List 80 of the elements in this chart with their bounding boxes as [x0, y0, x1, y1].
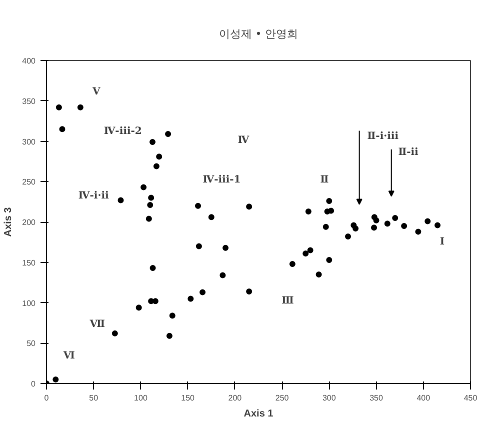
- point: [246, 204, 252, 210]
- annotation: Ⅱ-ⅱ: [398, 147, 419, 158]
- point: [146, 216, 152, 222]
- point: [345, 234, 352, 240]
- y-tick-label: 0: [31, 380, 36, 388]
- point: [59, 126, 66, 132]
- annotation: Ⅳ-ⅲ-2: [104, 126, 142, 138]
- point: [52, 376, 59, 382]
- point: [434, 222, 441, 228]
- point: [208, 214, 214, 220]
- point: [307, 247, 314, 254]
- point: [384, 220, 390, 227]
- point: [246, 288, 252, 294]
- point: [77, 104, 84, 110]
- point: [289, 260, 296, 267]
- point: [322, 224, 329, 230]
- point: [150, 265, 156, 272]
- point: [392, 214, 398, 221]
- point: [56, 104, 62, 110]
- annotation: Ⅶ: [88, 319, 106, 330]
- annotation: Ⅵ: [62, 350, 76, 362]
- x-tick-label: 200: [228, 394, 242, 402]
- y-tick-label: 250: [22, 178, 36, 187]
- point: [150, 139, 156, 146]
- point: [156, 154, 162, 160]
- annotation: Ⅳ: [238, 134, 250, 146]
- point: [328, 208, 334, 214]
- point: [305, 208, 312, 214]
- x-tick-label: 150: [181, 394, 196, 402]
- annotation: Ⅳ-ⅲ-1: [202, 174, 241, 186]
- annotation: Ⅱ: [320, 174, 329, 186]
- point: [302, 250, 309, 256]
- x-tick-label: 350: [370, 394, 384, 402]
- chart-title: 이성제 • 안영희: [218, 28, 298, 40]
- point: [424, 218, 431, 224]
- x-axis-title: Axis 1: [244, 408, 274, 420]
- point: [200, 289, 206, 296]
- point: [140, 184, 147, 190]
- point: [316, 271, 322, 278]
- point: [196, 243, 202, 250]
- point: [220, 272, 226, 278]
- y-tick-label: 400: [22, 56, 36, 66]
- point: [148, 194, 154, 201]
- x-tick-label: 400: [416, 394, 431, 402]
- point: [169, 312, 176, 319]
- y-tick-label: 300: [22, 137, 36, 146]
- point: [326, 256, 332, 263]
- x-tick-label: 250: [275, 394, 290, 402]
- point: [166, 332, 172, 339]
- y-tick-label: 200: [22, 218, 36, 227]
- point: [165, 130, 172, 137]
- annotation: Ⅴ: [92, 86, 101, 98]
- point: [352, 225, 359, 232]
- point: [195, 202, 202, 209]
- x-tick-label: 300: [322, 394, 336, 402]
- y-tick-label: 50: [26, 339, 36, 348]
- point: [153, 163, 160, 170]
- annotation: Ⅱ-ⅰ·ⅲ: [367, 130, 400, 142]
- x-tick-label: 0: [44, 394, 50, 402]
- y-axis-title: Axis 3: [3, 206, 14, 237]
- x-tick-label: 100: [134, 394, 148, 402]
- point: [415, 228, 422, 235]
- y-tick-label: 100: [22, 298, 36, 308]
- point: [136, 304, 142, 311]
- x-tick-label: 450: [464, 394, 478, 402]
- point: [222, 244, 229, 251]
- y-tick-label: 150: [22, 258, 36, 268]
- point: [401, 223, 408, 230]
- point: [188, 296, 194, 302]
- annotation: Ⅰ: [440, 236, 445, 248]
- annotation: Ⅳ-ⅰ·ⅱ: [78, 190, 110, 202]
- point: [147, 202, 154, 208]
- point: [373, 217, 380, 224]
- y-tick-label: 350: [22, 96, 36, 106]
- point: [118, 197, 124, 204]
- point: [371, 224, 378, 231]
- annotation: Ⅲ: [282, 296, 294, 307]
- x-tick-label: 50: [89, 394, 99, 402]
- point: [112, 330, 118, 336]
- point: [326, 198, 332, 204]
